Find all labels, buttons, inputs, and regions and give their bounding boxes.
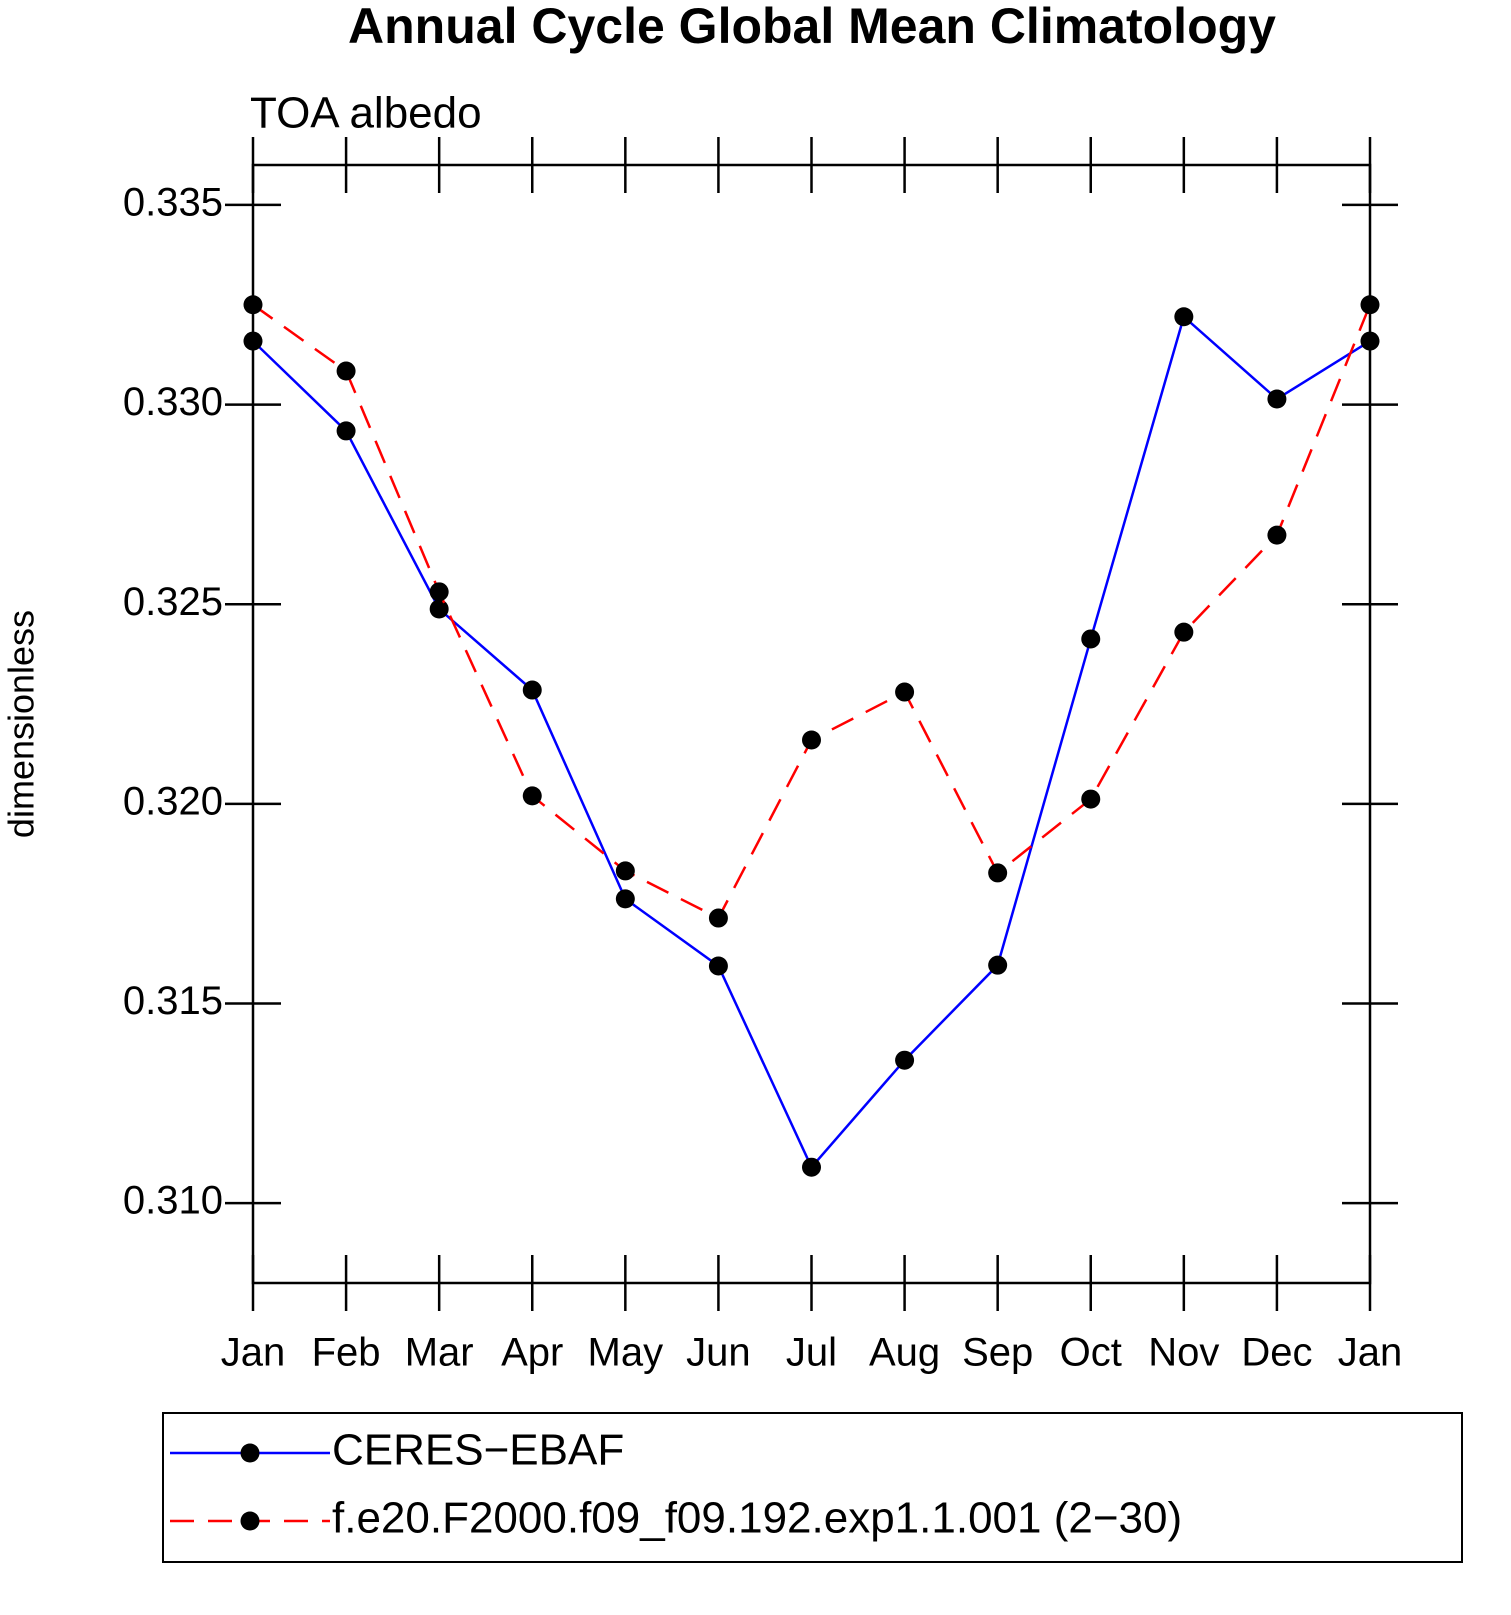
data-point — [1174, 622, 1194, 642]
data-point — [336, 361, 356, 381]
legend-box — [162, 1412, 1463, 1563]
data-point — [522, 680, 542, 700]
x-tick-label: Jan — [1338, 1331, 1403, 1375]
data-point — [243, 331, 263, 351]
y-tick-label: 0.310 — [123, 1179, 223, 1223]
data-point — [1360, 331, 1380, 351]
series-line — [252, 303, 1372, 920]
chart-title: Annual Cycle Global Mean Climatology — [348, 0, 1276, 54]
data-point — [243, 295, 263, 315]
data-point — [802, 730, 821, 750]
x-tick-label: Sep — [962, 1331, 1033, 1375]
legend-label: CERES−EBAF — [332, 1426, 624, 1475]
x-tick-label: Jun — [686, 1331, 751, 1375]
data-point — [1267, 389, 1287, 409]
x-tick-label: Nov — [1148, 1331, 1219, 1375]
data-point — [895, 1050, 915, 1070]
data-point — [1267, 525, 1287, 545]
data-point — [615, 861, 635, 881]
y-tick-label: 0.320 — [123, 779, 223, 823]
legend-marker — [240, 1511, 260, 1531]
x-tick-label: Mar — [405, 1331, 474, 1375]
x-tick-label: May — [588, 1331, 664, 1375]
x-tick-label: Aug — [869, 1331, 940, 1375]
data-point — [708, 908, 728, 928]
data-point — [522, 786, 542, 806]
y-axis-label: dimensionless — [1, 610, 42, 838]
data-point — [336, 421, 356, 441]
y-tick-label: 0.335 — [123, 180, 223, 224]
subtitle: TOA albedo — [250, 89, 482, 138]
x-tick-label: Apr — [501, 1331, 563, 1375]
data-point — [988, 863, 1008, 883]
x-tick-label: Feb — [312, 1331, 381, 1375]
data-point — [1081, 789, 1101, 809]
x-tick-label: Jul — [786, 1331, 837, 1375]
data-point — [802, 1157, 821, 1177]
x-tick-label: Dec — [1241, 1331, 1312, 1375]
data-point — [1081, 629, 1101, 649]
data-point — [895, 682, 915, 702]
legend-label: f.e20.F2000.f09_f09.192.exp1.1.001 (2−30… — [332, 1494, 1182, 1543]
data-point — [429, 599, 449, 619]
data-point — [708, 956, 728, 976]
data-point — [1360, 295, 1380, 315]
y-tick-label: 0.330 — [123, 380, 223, 424]
legend-marker — [240, 1443, 260, 1463]
data-point — [988, 955, 1008, 975]
data-point — [615, 889, 635, 909]
x-tick-label: Oct — [1060, 1331, 1122, 1375]
y-tick-label: 0.315 — [123, 979, 223, 1023]
data-point — [1174, 307, 1194, 327]
data-point — [429, 582, 449, 602]
x-tick-label: Jan — [221, 1331, 286, 1375]
y-tick-label: 0.325 — [123, 580, 223, 624]
